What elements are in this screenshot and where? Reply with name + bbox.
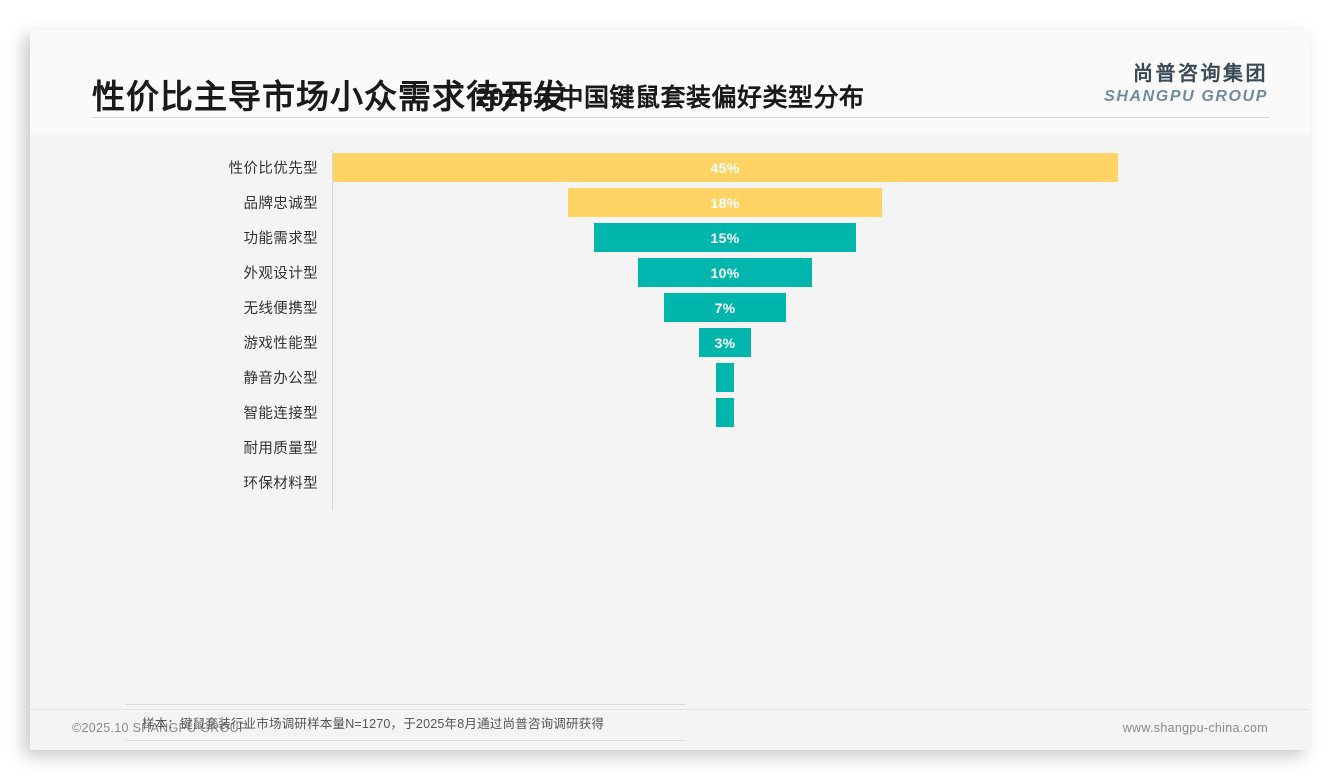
bar-track: [332, 360, 1240, 395]
bar[interactable]: 7%: [663, 293, 787, 322]
bar-track: 45%: [332, 150, 1240, 185]
website-link[interactable]: www.shangpu-china.com: [1122, 721, 1268, 735]
chart-title: 2025年中国键鼠套装偏好类型分布: [475, 84, 865, 112]
copyright-text: ©2025.10 SHANGPU GROUP: [72, 721, 248, 735]
chart-row: 环保材料型: [100, 465, 1240, 500]
bar[interactable]: 15%: [594, 223, 856, 252]
category-label: 环保材料型: [243, 476, 318, 492]
footnote-text: 样本：键鼠套装行业市场调研样本量N=1270，于2025年8月通过尚普咨询调研获…: [142, 717, 605, 731]
bar-value-label: 10%: [710, 264, 740, 281]
slide-footer: ©2025.10 SHANGPU GROUP www.shangpu-china…: [30, 709, 1310, 750]
bar[interactable]: 3%: [698, 328, 752, 357]
chart-row: 耐用质量型: [100, 430, 1240, 465]
page-title: 性价比主导市场小众需求待开发: [92, 78, 568, 115]
bar[interactable]: [716, 398, 734, 427]
bar[interactable]: 45%: [332, 153, 1118, 182]
bar-track: 18%: [332, 185, 1240, 220]
bar-value-label: 7%: [714, 299, 736, 316]
brand-logo-cn: 尚普咨询集团: [1133, 63, 1268, 85]
category-label: 性价比优先型: [228, 161, 318, 177]
bar[interactable]: 18%: [567, 188, 883, 217]
chart-axis-line: [332, 150, 333, 510]
chart-row: 品牌忠诚型 18%: [100, 185, 1240, 220]
bar-track: 7%: [332, 290, 1240, 325]
bar-track: 3%: [332, 325, 1240, 360]
brand-logo-en: SHANGPU GROUP: [1104, 88, 1268, 105]
category-label: 耐用质量型: [243, 441, 318, 457]
brand-logo: 尚普咨询集团 SHANGPU GROUP: [1104, 62, 1268, 106]
category-label: 智能连接型: [243, 406, 318, 422]
chart-row: 智能连接型: [100, 395, 1240, 430]
bar-value-label: 45%: [710, 159, 740, 176]
bar-value-label: 18%: [710, 194, 740, 211]
slide-header: 性价比主导市场小众需求待开发 尚普咨询集团 SHANGPU GROUP: [30, 30, 1310, 135]
category-label: 功能需求型: [243, 231, 318, 247]
category-label: 无线便携型: [243, 301, 318, 317]
category-label: 静音办公型: [243, 371, 318, 387]
bar-track: [332, 430, 1240, 465]
category-label: 品牌忠诚型: [243, 196, 318, 212]
chart-row: 功能需求型 15%: [100, 220, 1240, 255]
bar-value-label: 15%: [710, 229, 740, 246]
category-label: 外观设计型: [243, 266, 318, 282]
footnote-box: 样本：键鼠套装行业市场调研样本量N=1270，于2025年8月通过尚普咨询调研获…: [126, 704, 686, 741]
chart-rows: 性价比优先型 45% 品牌忠诚型 18% 功能需求型 15% 外观设计型 10% 无线便携型 7%…: [100, 150, 1240, 500]
bar[interactable]: [716, 363, 734, 392]
bar-track: 10%: [332, 255, 1240, 290]
chart-row: 游戏性能型 3%: [100, 325, 1240, 360]
bar[interactable]: 10%: [637, 258, 813, 287]
chart-row: 外观设计型 10%: [100, 255, 1240, 290]
funnel-chart: 性价比优先型 45% 品牌忠诚型 18% 功能需求型 15% 外观设计型 10% 无线便携型 7%…: [100, 150, 1240, 510]
bar-track: [332, 465, 1240, 500]
bar-track: 15%: [332, 220, 1240, 255]
chart-row: 性价比优先型 45%: [100, 150, 1240, 185]
bar-value-label: 3%: [714, 334, 736, 351]
category-label: 游戏性能型: [243, 336, 318, 352]
bar-track: [332, 395, 1240, 430]
chart-row: 无线便携型 7%: [100, 290, 1240, 325]
chart-row: 静音办公型: [100, 360, 1240, 395]
title-divider: [92, 117, 1270, 118]
